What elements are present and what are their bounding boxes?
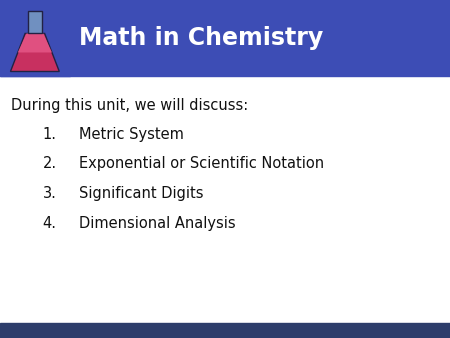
Text: Significant Digits: Significant Digits — [79, 186, 203, 201]
Text: Exponential or Scientific Notation: Exponential or Scientific Notation — [79, 156, 324, 171]
Bar — [0, 323, 450, 338]
Bar — [28, 10, 42, 33]
Text: Metric System: Metric System — [79, 127, 184, 142]
Bar — [0, 0, 450, 76]
Text: Math in Chemistry: Math in Chemistry — [79, 26, 323, 50]
Text: 3.: 3. — [43, 186, 57, 201]
Text: Dimensional Analysis: Dimensional Analysis — [79, 216, 235, 231]
Text: During this unit, we will discuss:: During this unit, we will discuss: — [11, 98, 248, 113]
Bar — [0, 76, 450, 323]
Polygon shape — [18, 33, 52, 52]
Bar — [0, 0, 70, 76]
Polygon shape — [10, 33, 59, 72]
Text: 2.: 2. — [43, 156, 57, 171]
Text: 1.: 1. — [43, 127, 57, 142]
Text: 4.: 4. — [43, 216, 57, 231]
